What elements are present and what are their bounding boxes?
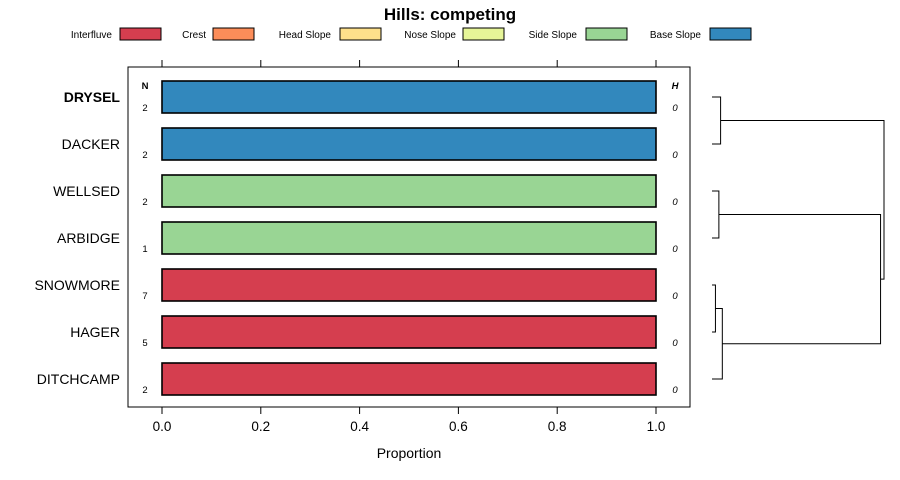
n-value-snowmore: 7 — [142, 291, 147, 302]
row-label-drysel: DRYSEL — [64, 89, 121, 105]
legend-label-head-slope: Head Slope — [279, 30, 332, 41]
dendrogram-branch — [712, 190, 720, 239]
row-label-snowmore: SNOWMORE — [34, 277, 120, 293]
dendrogram-branch — [712, 284, 716, 333]
x-axis: 0.0 0.2 0.4 0.6 0.8 1.0 — [153, 60, 666, 434]
x-tick-label: 0.4 — [350, 419, 369, 434]
h-value-arbidge: 0 — [672, 244, 678, 255]
x-tick-label: 1.0 — [647, 419, 666, 434]
h-value-snowmore: 0 — [672, 291, 678, 302]
x-tick-label: 0.6 — [449, 419, 468, 434]
x-tick-label: 0.2 — [251, 419, 270, 434]
legend-swatch-base-slope — [709, 27, 752, 41]
bar-dacker-base-slope — [161, 127, 657, 161]
legend: Interfluve Crest Head Slope Nose Slope Side … — [71, 27, 752, 41]
legend-label-crest: Crest — [182, 30, 206, 41]
row-label-hager: HAGER — [70, 324, 120, 340]
bar-wellsed-side-slope — [161, 174, 657, 208]
bar-hager-interfluve — [161, 315, 657, 349]
x-tick-label: 0.0 — [153, 419, 172, 434]
bar-arbidge-side-slope — [161, 221, 657, 255]
h-value-ditchcamp: 0 — [672, 385, 678, 396]
row-labels: N H DRYSEL 2 0 DACKER 2 0 WELLSED 2 0 ARBIDGE 1 0 SNOW… — [34, 81, 679, 396]
x-axis-label: Proportion — [377, 445, 442, 461]
row-label-wellsed: WELLSED — [53, 183, 120, 199]
chart-title: Hills: competing — [384, 5, 516, 24]
h-column-header: H — [672, 81, 680, 92]
bar-ditchcamp-interfluve — [161, 362, 657, 396]
legend-swatch-interfluve — [119, 27, 162, 41]
n-value-dacker: 2 — [142, 150, 147, 161]
n-value-drysel: 2 — [142, 103, 147, 114]
dendrogram-branch — [712, 308, 723, 380]
legend-label-side-slope: Side Slope — [529, 30, 578, 41]
row-label-arbidge: ARBIDGE — [57, 230, 120, 246]
dendrogram-branch — [718, 214, 882, 345]
row-label-dacker: DACKER — [62, 136, 120, 152]
n-value-hager: 5 — [142, 338, 147, 349]
bar-drysel-base-slope — [161, 80, 657, 114]
legend-swatch-nose-slope — [462, 27, 505, 41]
dendrogram-branch — [720, 120, 885, 280]
n-column-header: N — [142, 81, 149, 92]
plot-frame — [127, 66, 691, 408]
dendrogram — [712, 96, 885, 380]
bars — [161, 80, 657, 396]
h-value-hager: 0 — [672, 338, 678, 349]
bar-snowmore-interfluve — [161, 268, 657, 302]
legend-swatch-head-slope — [339, 27, 382, 41]
h-value-wellsed: 0 — [672, 197, 678, 208]
legend-label-interfluve: Interfluve — [71, 30, 113, 41]
n-value-wellsed: 2 — [142, 197, 147, 208]
legend-label-nose-slope: Nose Slope — [404, 30, 456, 41]
h-value-drysel: 0 — [672, 103, 678, 114]
x-tick-label: 0.8 — [548, 419, 567, 434]
row-label-ditchcamp: DITCHCAMP — [37, 371, 120, 387]
legend-swatch-side-slope — [585, 27, 628, 41]
n-value-ditchcamp: 2 — [142, 385, 147, 396]
legend-label-base-slope: Base Slope — [650, 30, 702, 41]
legend-swatch-crest — [212, 27, 255, 41]
h-value-dacker: 0 — [672, 150, 678, 161]
dendrogram-branch — [712, 96, 722, 145]
n-value-arbidge: 1 — [142, 244, 147, 255]
